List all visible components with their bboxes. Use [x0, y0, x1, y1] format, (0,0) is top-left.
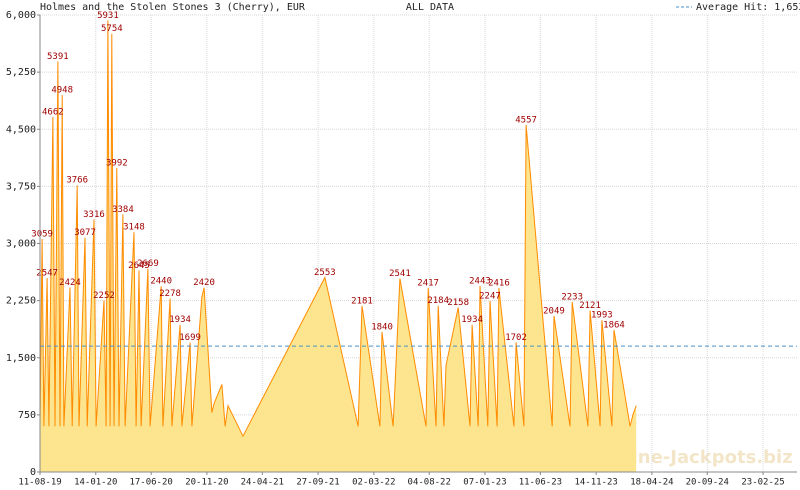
data-label: 4948: [51, 86, 73, 96]
legend-label: Average Hit: 1,653: [696, 2, 800, 13]
data-label: 3059: [31, 230, 53, 240]
data-label: 2049: [543, 306, 565, 316]
data-label: 2247: [479, 291, 501, 301]
x-tick-label: 20-09-24: [686, 478, 729, 488]
y-tick-label: 3,750: [6, 181, 36, 192]
data-label: 2420: [193, 278, 215, 288]
data-label: 2417: [417, 278, 439, 288]
data-label: 2645: [128, 261, 150, 271]
chart-subtitle: ALL DATA: [406, 2, 454, 13]
data-label: 5754: [101, 24, 123, 34]
data-label: 4662: [42, 107, 64, 117]
data-label: 1864: [603, 321, 625, 331]
data-label: 1934: [461, 315, 483, 325]
data-label: 1699: [179, 333, 201, 343]
x-tick-label: 27-09-21: [296, 478, 339, 488]
y-tick-label: 750: [18, 410, 36, 421]
y-tick-label: 5,250: [6, 67, 36, 78]
legend: Average Hit: 1,653: [676, 2, 800, 13]
data-label: 1840: [371, 322, 393, 332]
data-label: 4557: [515, 115, 537, 125]
data-label: 3148: [123, 223, 145, 233]
data-label: 3316: [83, 210, 105, 220]
data-label: 2553: [314, 268, 336, 278]
data-label: 2184: [427, 296, 449, 306]
data-label: 5931: [97, 11, 119, 21]
x-tick-label: 07-01-23: [463, 478, 506, 488]
x-tick-label: 14-11-23: [574, 478, 617, 488]
x-tick-label: 02-03-22: [352, 478, 395, 488]
data-label: 2278: [159, 289, 181, 299]
data-label: 2443: [469, 276, 491, 286]
watermark: Online-Jackpots.biz: [597, 447, 792, 468]
x-tick-label: 17-06-20: [129, 478, 172, 488]
data-label: 2158: [447, 298, 469, 308]
data-label: 3992: [106, 158, 128, 168]
data-label: 3384: [112, 205, 134, 215]
data-label: 2121: [579, 301, 601, 311]
y-tick-label: 4,500: [6, 124, 36, 135]
data-label: 3077: [74, 228, 96, 238]
x-tick-label: 18-04-24: [630, 478, 673, 488]
x-tick-label: 24-04-21: [241, 478, 284, 488]
data-label: 5391: [47, 52, 69, 62]
y-tick-label: 3,000: [6, 239, 36, 250]
data-label: 2541: [389, 269, 411, 279]
x-tick-label: 14-01-20: [74, 478, 117, 488]
data-label: 2440: [150, 277, 172, 287]
data-label: 2424: [59, 278, 81, 288]
y-tick-label: 6,000: [6, 10, 36, 21]
area: [40, 20, 637, 473]
line: [39, 20, 637, 438]
data-label: 2416: [488, 278, 510, 288]
legend-name: Average Hit:: [696, 2, 768, 13]
x-tick-label: 11-08-19: [18, 478, 61, 488]
x-tick-label: 23-02-25: [741, 478, 784, 488]
chart-title: Holmes and the Stolen Stones 3 (Cherry),…: [40, 2, 306, 13]
data-label: 1702: [505, 333, 527, 343]
data-label: 3766: [66, 176, 88, 186]
y-tick-label: 1,500: [6, 353, 36, 364]
data-label: 2547: [36, 269, 58, 279]
data-label: 2233: [561, 292, 583, 302]
data-label: 2252: [93, 291, 115, 301]
x-tick-label: 04-08-22: [408, 478, 451, 488]
y-tick-label: 0: [30, 467, 36, 478]
data-label: 2181: [351, 296, 373, 306]
data-label: 1934: [169, 315, 191, 325]
data-label: 1993: [591, 311, 613, 321]
x-tick-label: 11-06-23: [519, 478, 562, 488]
data-label: 2669: [137, 259, 159, 269]
legend-value: 1,653: [774, 2, 800, 13]
y-tick-label: 2,250: [6, 296, 36, 307]
x-tick-label: 20-11-20: [185, 478, 228, 488]
